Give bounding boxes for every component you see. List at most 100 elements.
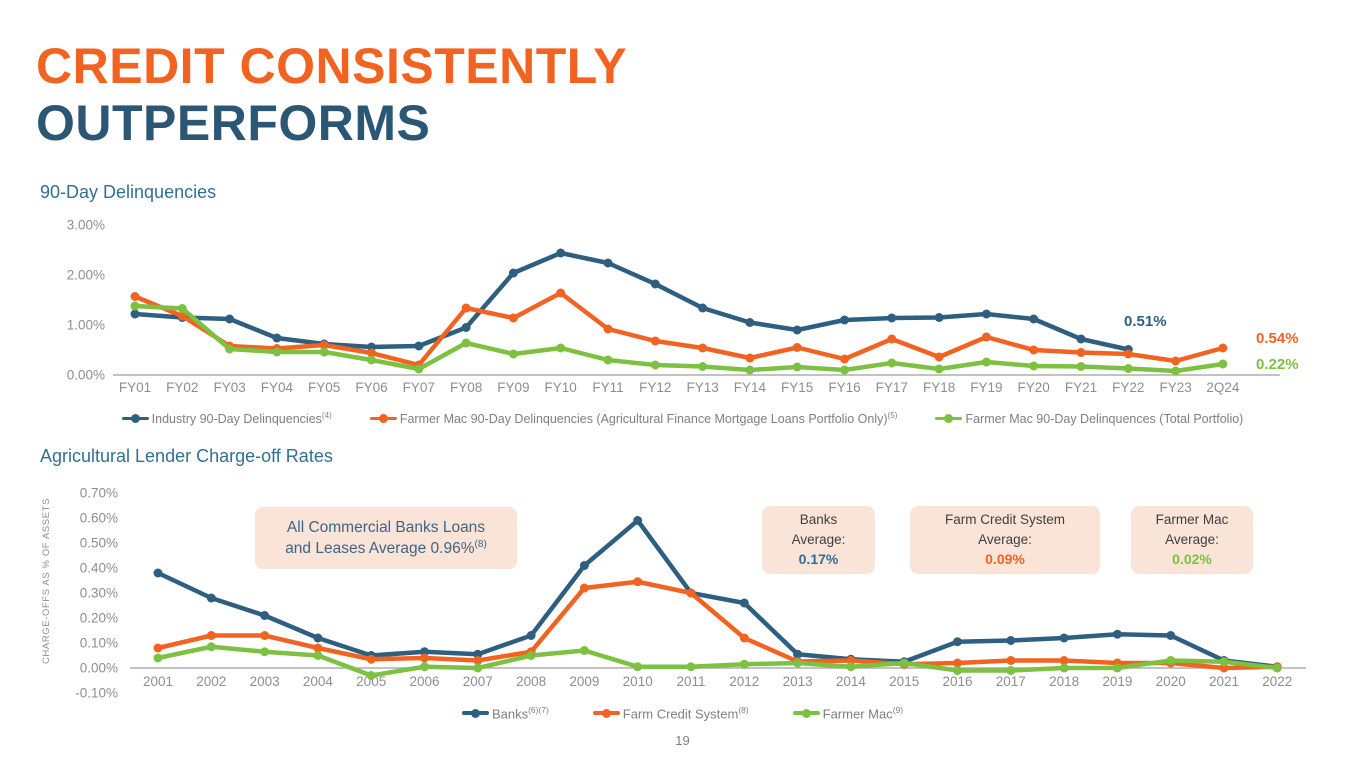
svg-text:2004: 2004 <box>303 674 334 689</box>
svg-text:0.70%: 0.70% <box>80 486 118 501</box>
svg-text:2019: 2019 <box>1102 674 1132 689</box>
svg-text:2012: 2012 <box>729 674 759 689</box>
svg-text:0.10%: 0.10% <box>80 636 118 651</box>
delinquencies-chart-title: 90-Day Delinquencies <box>40 182 217 202</box>
slide-title: CREDIT CONSISTENTLY OUTPERFORMS <box>36 38 627 152</box>
farmermac-total-end-value-label: 0.22% <box>1256 356 1299 373</box>
svg-text:2006: 2006 <box>409 674 439 689</box>
svg-text:FY04: FY04 <box>261 380 294 395</box>
svg-text:2018: 2018 <box>1049 674 1079 689</box>
legend-label: Banks(6)(7) <box>491 705 549 722</box>
industry-end-value-label: 0.51% <box>1124 313 1167 330</box>
svg-text:FY18: FY18 <box>923 380 955 395</box>
svg-text:2021: 2021 <box>1209 674 1239 689</box>
line-marker-icon <box>121 414 149 424</box>
svg-text:FY19: FY19 <box>970 380 1002 395</box>
svg-text:FY02: FY02 <box>166 380 198 395</box>
svg-text:2.00%: 2.00% <box>67 268 105 283</box>
svg-text:2015: 2015 <box>889 674 919 689</box>
svg-text:FY17: FY17 <box>876 380 908 395</box>
legend-label: Farmer Mac 90-Day Delinquences (Total Po… <box>965 412 1244 427</box>
box-label: Average: <box>1165 531 1219 547</box>
svg-text:0.40%: 0.40% <box>80 561 118 576</box>
legend-label: Farm Credit System(8) <box>622 705 749 722</box>
svg-text:FY03: FY03 <box>213 380 245 395</box>
legend-item-farmermac-agfinance: Farmer Mac 90-Day Delinquencies (Agricul… <box>369 411 897 426</box>
svg-text:FY11: FY11 <box>592 380 623 395</box>
delinquencies-line-chart: 0.00% 1.00% 2.00% 3.00% FY01 FY02 FY03 FY04 FY05… <box>67 218 1280 395</box>
svg-text:FY09: FY09 <box>497 380 529 395</box>
svg-text:2008: 2008 <box>516 674 546 689</box>
slide-title-line2: OUTPERFORMS <box>36 95 431 151</box>
svg-text:0.50%: 0.50% <box>80 536 118 551</box>
svg-text:FY07: FY07 <box>403 380 435 395</box>
svg-text:2016: 2016 <box>942 674 972 689</box>
box-value: 0.09% <box>985 551 1025 568</box>
line-marker-icon <box>935 414 963 424</box>
box-label: Average: <box>978 531 1032 547</box>
delinquencies-legend: Industry 90-Day Delinquencies(4) Farmer … <box>0 411 1365 426</box>
svg-text:FY23: FY23 <box>1159 380 1191 395</box>
svg-text:2020: 2020 <box>1156 674 1186 689</box>
svg-text:FY15: FY15 <box>781 380 813 395</box>
farmer-mac-average-box: Farmer Mac Average: 0.02% <box>1131 506 1253 574</box>
svg-text:FY16: FY16 <box>828 380 860 395</box>
note-text: All Commercial Banks Loans and Leases Av… <box>285 518 487 558</box>
line-marker-icon <box>592 708 620 718</box>
svg-text:0.30%: 0.30% <box>80 586 118 601</box>
svg-text:FY01: FY01 <box>119 380 151 395</box>
svg-text:2005: 2005 <box>356 674 386 689</box>
box-label: Average: <box>791 531 846 547</box>
svg-text:FY05: FY05 <box>308 380 340 395</box>
legend-item-farmer-mac: Farmer Mac(9) <box>792 705 904 722</box>
svg-text:2010: 2010 <box>623 674 653 689</box>
banks-average-box: Banks Average: 0.17% <box>762 506 875 574</box>
svg-text:2022: 2022 <box>1262 674 1292 689</box>
page-number: 19 <box>675 733 690 748</box>
box-title: Banks <box>799 512 838 528</box>
legend-label: Industry 90-Day Delinquencies(4) <box>151 411 332 427</box>
legend-item-farmermac-total: Farmer Mac 90-Day Delinquences (Total Po… <box>935 411 1243 426</box>
farm-credit-average-box: Farm Credit System Average: 0.09% <box>910 506 1100 574</box>
svg-text:FY12: FY12 <box>639 380 671 395</box>
legend-label: Farmer Mac(9) <box>822 705 904 722</box>
legend-item-banks: Banks(6)(7) <box>461 705 549 722</box>
line-marker-icon <box>369 414 397 424</box>
svg-text:0.00%: 0.00% <box>67 368 105 383</box>
svg-text:0.20%: 0.20% <box>80 611 118 626</box>
svg-text:2013: 2013 <box>783 674 813 689</box>
svg-text:2002: 2002 <box>196 674 226 689</box>
box-value: 0.17% <box>798 551 839 568</box>
commercial-banks-average-note: All Commercial Banks Loans and Leases Av… <box>255 507 517 569</box>
svg-text:FY10: FY10 <box>545 380 577 395</box>
svg-text:2014: 2014 <box>836 674 867 689</box>
legend-item-industry: Industry 90-Day Delinquencies(4) <box>121 411 332 427</box>
box-title: Farmer Mac <box>1155 512 1229 528</box>
svg-text:0.00%: 0.00% <box>80 661 118 676</box>
svg-text:3.00%: 3.00% <box>67 218 105 233</box>
svg-text:2007: 2007 <box>463 674 493 689</box>
svg-text:2003: 2003 <box>250 674 280 689</box>
svg-text:2001: 2001 <box>143 674 173 689</box>
svg-text:2009: 2009 <box>569 674 599 689</box>
svg-text:FY21: FY21 <box>1065 380 1097 395</box>
svg-text:-0.10%: -0.10% <box>75 686 118 701</box>
slide-title-line1: CREDIT CONSISTENTLY <box>36 38 628 94</box>
svg-text:2Q24: 2Q24 <box>1206 380 1240 395</box>
svg-text:FY06: FY06 <box>355 380 387 395</box>
svg-text:2011: 2011 <box>676 674 705 689</box>
svg-text:FY14: FY14 <box>734 380 767 395</box>
box-title: Farm Credit System <box>944 512 1066 528</box>
svg-text:FY08: FY08 <box>450 380 482 395</box>
chargeoff-line-chart: -0.10% 0.00% 0.10% 0.20% 0.30% 0.40% 0.50% 0.60… <box>75 486 1306 701</box>
svg-text:2017: 2017 <box>996 674 1026 689</box>
svg-text:FY20: FY20 <box>1018 380 1050 395</box>
svg-text:1.00%: 1.00% <box>67 318 105 333</box>
svg-text:FY13: FY13 <box>686 380 718 395</box>
farmermac-agfinance-end-value-label: 0.54% <box>1256 330 1299 347</box>
svg-text:FY22: FY22 <box>1112 380 1144 395</box>
chargeoff-chart-title: Agricultural Lender Charge-off Rates <box>40 446 333 466</box>
line-marker-icon <box>461 708 489 718</box>
legend-item-farm-credit: Farm Credit System(8) <box>592 705 749 722</box>
